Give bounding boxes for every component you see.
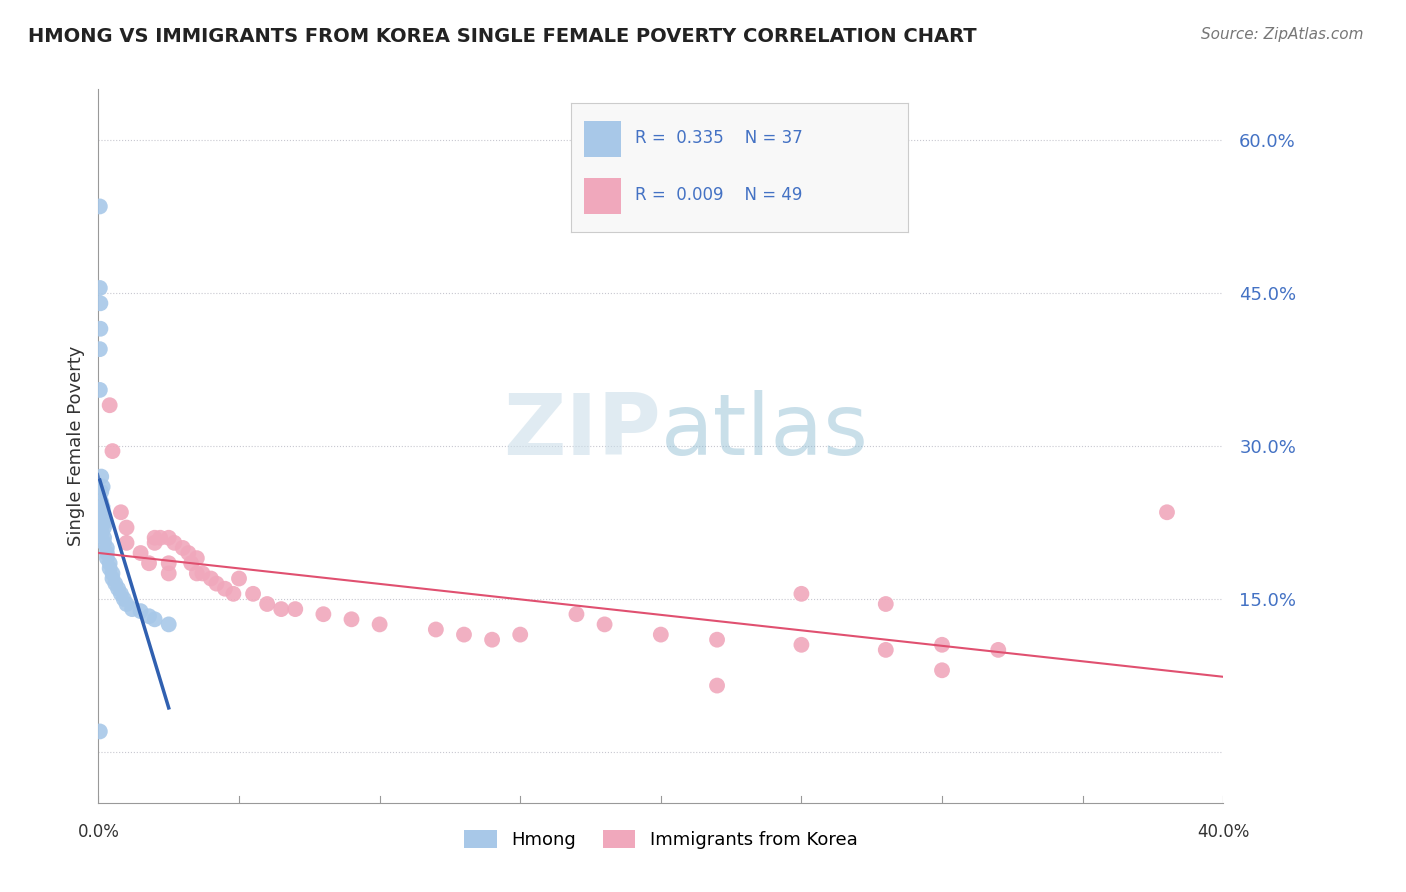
Point: [186, 551, 208, 566]
Point: [89, 342, 111, 356]
Point: [149, 531, 172, 545]
Point: [98, 561, 121, 575]
Point: [89, 296, 111, 310]
Point: [90, 495, 112, 509]
Point: [875, 643, 897, 657]
Point: [91, 480, 114, 494]
Point: [191, 566, 214, 581]
Point: [242, 587, 264, 601]
Point: [214, 582, 236, 596]
Point: [706, 632, 728, 647]
Point: [98, 398, 121, 412]
Point: [200, 572, 222, 586]
Point: [101, 566, 124, 581]
Point: [93, 520, 115, 534]
Point: [163, 536, 186, 550]
Point: [104, 576, 127, 591]
Point: [143, 531, 166, 545]
Point: [157, 566, 180, 581]
Point: [96, 546, 118, 560]
Point: [143, 612, 166, 626]
Point: [284, 602, 307, 616]
Point: [875, 597, 897, 611]
Point: [593, 617, 616, 632]
Point: [481, 632, 503, 647]
Point: [89, 383, 111, 397]
Point: [177, 546, 200, 560]
Point: [706, 679, 728, 693]
Point: [270, 602, 292, 616]
Point: [96, 551, 118, 566]
Point: [89, 322, 111, 336]
Text: 40.0%: 40.0%: [1197, 823, 1250, 841]
Point: [987, 643, 1010, 657]
Point: [110, 505, 132, 519]
Point: [143, 536, 166, 550]
Point: [340, 612, 363, 626]
Legend: Hmong, Immigrants from Korea: Hmong, Immigrants from Korea: [456, 821, 866, 858]
Point: [110, 587, 132, 601]
Point: [93, 510, 115, 524]
Point: [90, 469, 112, 483]
Point: [89, 724, 111, 739]
Point: [790, 638, 813, 652]
Point: [93, 536, 115, 550]
Point: [565, 607, 588, 622]
Point: [90, 484, 112, 499]
Point: [453, 627, 475, 641]
Point: [96, 541, 118, 555]
Text: 0.0%: 0.0%: [77, 823, 120, 841]
Point: [180, 556, 202, 570]
Point: [157, 617, 180, 632]
Point: [368, 617, 391, 632]
Point: [1156, 505, 1178, 519]
Point: [101, 572, 124, 586]
Point: [256, 597, 278, 611]
Point: [90, 525, 112, 540]
Point: [129, 546, 152, 560]
Point: [91, 500, 114, 515]
Point: [115, 536, 138, 550]
Point: [90, 505, 112, 519]
Point: [98, 556, 121, 570]
Point: [93, 516, 115, 530]
Point: [157, 556, 180, 570]
Point: [107, 582, 129, 596]
Point: [157, 531, 180, 545]
Point: [509, 627, 531, 641]
Point: [101, 444, 124, 458]
Point: [205, 576, 228, 591]
Point: [129, 604, 152, 618]
Point: [89, 281, 111, 295]
Point: [89, 199, 111, 213]
Text: atlas: atlas: [661, 390, 869, 474]
Point: [93, 531, 115, 545]
Point: [112, 591, 135, 606]
Point: [931, 638, 953, 652]
Point: [138, 556, 160, 570]
Text: Source: ZipAtlas.com: Source: ZipAtlas.com: [1201, 27, 1364, 42]
Point: [90, 516, 112, 530]
Text: ZIP: ZIP: [503, 390, 661, 474]
Text: HMONG VS IMMIGRANTS FROM KOREA SINGLE FEMALE POVERTY CORRELATION CHART: HMONG VS IMMIGRANTS FROM KOREA SINGLE FE…: [28, 27, 977, 45]
Point: [186, 566, 208, 581]
Point: [650, 627, 672, 641]
Point: [121, 602, 143, 616]
Point: [222, 587, 245, 601]
Point: [228, 572, 250, 586]
Point: [425, 623, 447, 637]
Point: [172, 541, 194, 555]
Y-axis label: Single Female Poverty: Single Female Poverty: [66, 346, 84, 546]
Point: [931, 663, 953, 677]
Point: [790, 587, 813, 601]
Point: [115, 520, 138, 534]
Point: [115, 597, 138, 611]
Point: [312, 607, 335, 622]
Point: [138, 609, 160, 624]
